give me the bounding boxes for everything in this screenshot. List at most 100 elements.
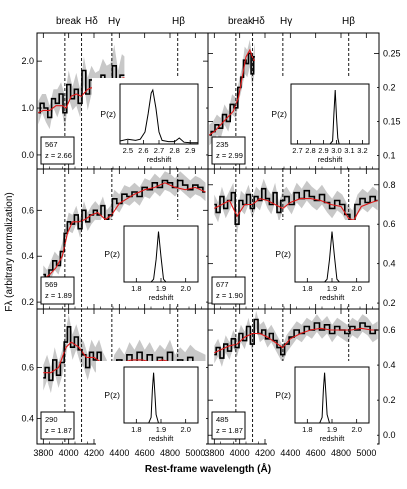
- pz-inset: 1.8 1.9 2.0 redshift P(z): [96, 220, 206, 304]
- pz-x-tick-label: 1.8: [131, 284, 141, 293]
- pz-x-tick-label: 2.0: [351, 425, 361, 434]
- pz-x-label: redshift: [149, 434, 175, 443]
- model-spectrum-line: [214, 198, 378, 221]
- spectrum-panel-290: 3800 4000 4200 4400 4600 4800 5000 0.4 0.6 290 z =…: [21, 308, 209, 458]
- object-redshift-label: z = 2.66: [45, 151, 72, 160]
- x-tick-label: 4400: [280, 448, 300, 458]
- object-label-box: [40, 136, 75, 165]
- pz-y-label: P(z): [275, 249, 291, 259]
- marker-label-hbeta-right: Hβ: [342, 16, 355, 27]
- pz-curve: [295, 231, 369, 283]
- marker-label-hbeta: Hβ: [172, 16, 185, 27]
- y-tick-label: 0.4: [383, 259, 396, 269]
- pz-y-label: P(z): [104, 249, 120, 259]
- x-tick-label: 4000: [230, 448, 250, 458]
- x-tick-label: 4600: [306, 448, 326, 458]
- y-tick-label: 0.8: [383, 180, 396, 190]
- pz-x-tick-label: 3.1: [344, 146, 354, 155]
- pz-x-label: redshift: [320, 434, 346, 443]
- pz-x-tick-label: 2.6: [138, 146, 148, 155]
- pz-curve: [124, 231, 198, 283]
- object-id-label: 290: [45, 415, 58, 424]
- spectrum-panel-485: 3800 4000 4200 4400 4600 4800 5000 0.0 0.2 0.4 0.6…: [204, 308, 396, 458]
- marker-label-hdelta: Hδ: [85, 16, 98, 27]
- spectrum-panel-569: 0.2 0.4 0.6 569 z = 1.89 1.8 1.9 2.0 redshift P(z…: [21, 168, 209, 310]
- pz-x-tick-label: 3.0: [331, 146, 341, 155]
- y-tick-label: 0.6: [21, 363, 34, 373]
- pz-x-tick-label: 1.9: [327, 284, 337, 293]
- pz-x-tick-label: 2.0: [180, 425, 190, 434]
- spectrum-panel-235: 0.1 0.15 0.2 0.25 235 z = 2.99 2.7 2.8 2.9 3.0 3.1…: [207, 32, 401, 170]
- pz-x-tick-label: 1.8: [302, 425, 312, 434]
- pz-inset-background: [267, 361, 377, 445]
- object-id-label: 485: [216, 415, 229, 424]
- object-label-box: [40, 276, 75, 305]
- spectrum-panel-567: 0.0 1.0 2.0 567 z = 2.66 2.5 2.6 2.7 2.8 2.9 redsh…: [21, 32, 209, 170]
- pz-inset: 2.5 2.6 2.7 2.8 2.9 redshift P(z): [92, 78, 206, 166]
- y-tick-label: 2.0: [21, 56, 34, 66]
- error-band: [214, 178, 378, 235]
- object-label-box: [211, 411, 246, 440]
- pz-curve: [119, 88, 198, 144]
- pz-inset: 1.8 1.9 2.0 redshift P(z): [267, 361, 377, 445]
- pz-y-label: P(z): [271, 109, 287, 119]
- pz-x-tick-label: 3.2: [357, 146, 367, 155]
- pz-x-tick-label: 2.9: [318, 146, 328, 155]
- pz-x-tick-label: 1.8: [302, 284, 312, 293]
- object-label-box: [211, 276, 246, 305]
- spectrum-data: [214, 310, 378, 367]
- x-tick-label: 4000: [59, 448, 79, 458]
- pz-x-tick-label: 2.7: [154, 146, 164, 155]
- pz-x-label: redshift: [320, 293, 346, 302]
- object-id-label: 235: [216, 140, 229, 149]
- x-tick-label: 4200: [255, 448, 275, 458]
- object-id-label: 677: [216, 280, 229, 289]
- object-id-label: 567: [45, 140, 58, 149]
- spectrum-panel-677: 0.2 0.4 0.6 0.8 677 z = 1.90 1.8 1.9 2.0 redshift…: [207, 168, 396, 310]
- y-tick-label: 0.2: [383, 82, 396, 92]
- pz-x-tick-label: 2.8: [169, 146, 179, 155]
- x-tick-label: 4800: [331, 448, 351, 458]
- pz-curve: [295, 372, 369, 424]
- pz-x-label: redshift: [318, 155, 344, 164]
- line-marker-labels: break Hδ Hγ Hβ break Hδ Hγ Hβ: [56, 16, 355, 27]
- y-tick-label: 0.15: [383, 116, 401, 126]
- pz-x-tick-label: 2.8: [305, 146, 315, 155]
- y-tick-label: 0.0: [383, 430, 396, 440]
- pz-y-label: P(z): [100, 109, 116, 119]
- y-tick-label: 0.2: [383, 298, 396, 308]
- spectrum-data: [214, 178, 378, 235]
- marker-label-hgamma: Hγ: [108, 16, 120, 27]
- y-axis-label: Fλ (arbitrary normalization): [4, 192, 15, 311]
- pz-inset-background: [267, 220, 377, 304]
- model-spectrum-line: [208, 48, 255, 136]
- object-redshift-label: z = 1.89: [45, 291, 72, 300]
- object-redshift-label: z = 2.99: [216, 151, 243, 160]
- x-tick-label: 3800: [204, 448, 224, 458]
- pz-x-tick-label: 1.9: [327, 425, 337, 434]
- object-label-box: [211, 136, 246, 165]
- pz-frame: [290, 83, 370, 145]
- object-redshift-label: z = 1.87: [45, 426, 72, 435]
- marker-label-break: break: [56, 16, 82, 27]
- x-tick-label: 4800: [160, 448, 180, 458]
- model-spectrum-line: [214, 327, 378, 354]
- y-tick-label: 0.1: [383, 150, 396, 160]
- x-tick-label: 4200: [84, 448, 104, 458]
- x-tick-label: 4600: [135, 448, 155, 458]
- pz-inset-background: [96, 361, 206, 445]
- y-tick-label: 0.6: [383, 219, 396, 229]
- x-tick-label: 5000: [185, 448, 205, 458]
- error-band: [43, 314, 206, 401]
- observed-spectrum-line: [214, 318, 378, 359]
- x-tick-label: 5000: [356, 448, 376, 458]
- pz-x-label: redshift: [147, 155, 173, 164]
- pz-x-tick-label: 1.8: [131, 425, 141, 434]
- pz-x-label: redshift: [149, 293, 175, 302]
- pz-x-tick-label: 2.7: [292, 146, 302, 155]
- y-tick-label: 0.4: [21, 251, 34, 261]
- error-band: [214, 310, 378, 367]
- marker-label-hdelta-right: Hδ: [252, 16, 265, 27]
- pz-y-label: P(z): [104, 390, 120, 400]
- pz-y-label: P(z): [275, 390, 291, 400]
